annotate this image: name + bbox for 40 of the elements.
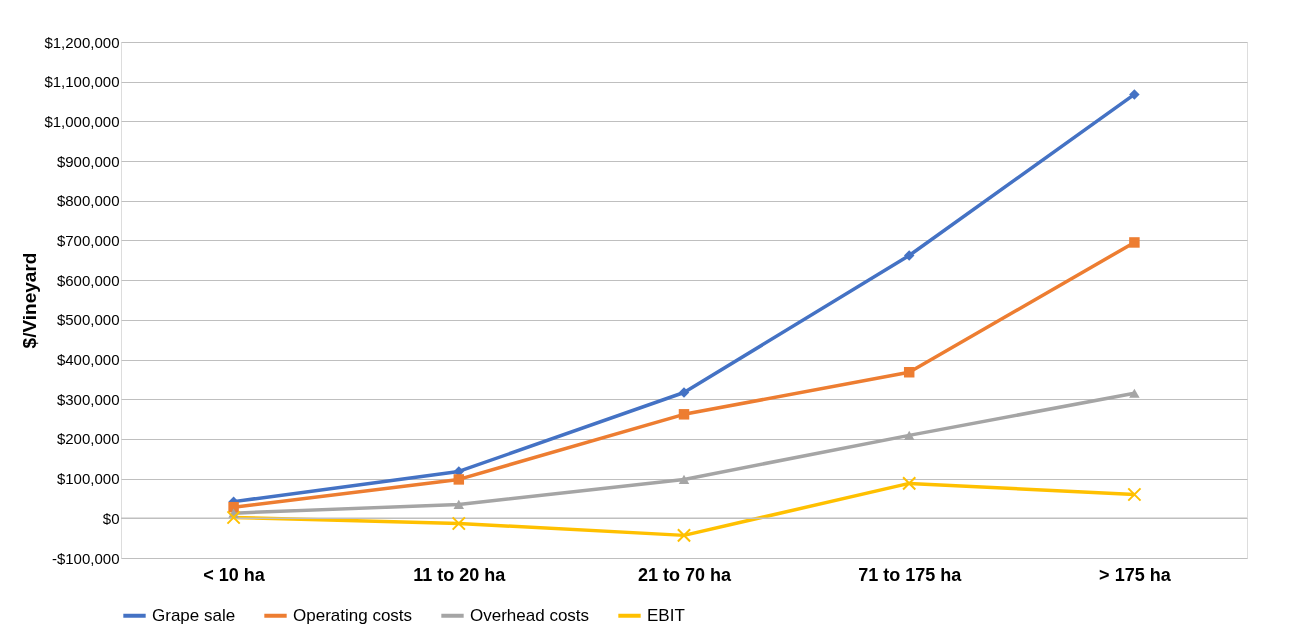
legend-label: Overhead costs [470,605,590,625]
y-tick-label: $400,000 [56,351,120,369]
x-tick-label: 21 to 70 ha [637,564,733,585]
y-tick-label: $500,000 [56,311,120,329]
y-tick-label: $1,100,000 [44,73,120,91]
point [903,367,915,378]
point [1129,89,1140,100]
y-tick-label: $600,000 [56,271,120,289]
x-tick-label: 11 to 20 ha [413,564,507,585]
point [226,510,241,525]
point [678,409,690,420]
point [453,499,465,509]
point [451,516,466,531]
legend-label: Grape sale [152,605,236,625]
point [903,250,915,261]
y-axis-title: $/Vineyard [19,252,41,349]
point [1129,388,1140,398]
y-tick-label: $200,000 [56,430,120,448]
legend-label: EBIT [647,605,685,625]
y-tick-label: $100,000 [56,470,120,488]
point [903,430,915,440]
legend-label: Operating costs [293,605,413,625]
y-tick-label: $0 [102,509,120,527]
point [678,387,690,398]
point [902,476,917,491]
y-tick-label: $900,000 [56,152,120,170]
y-tick-label: $800,000 [56,192,120,210]
y-tick-label: -$100,000 [51,549,120,567]
point [676,528,692,543]
y-tick-label: $1,000,000 [44,112,120,130]
point [1129,237,1140,248]
x-tick-label: < 10 ha [203,564,266,585]
y-tick-label: $1,200,000 [44,33,120,51]
point [678,474,690,484]
x-tick-label: > 175 ha [1099,564,1172,585]
point [453,474,465,485]
y-tick-label: $300,000 [56,390,120,408]
y-tick-label: $700,000 [56,231,120,249]
point [1127,487,1142,502]
x-tick-label: 71 to 175 ha [858,564,963,585]
